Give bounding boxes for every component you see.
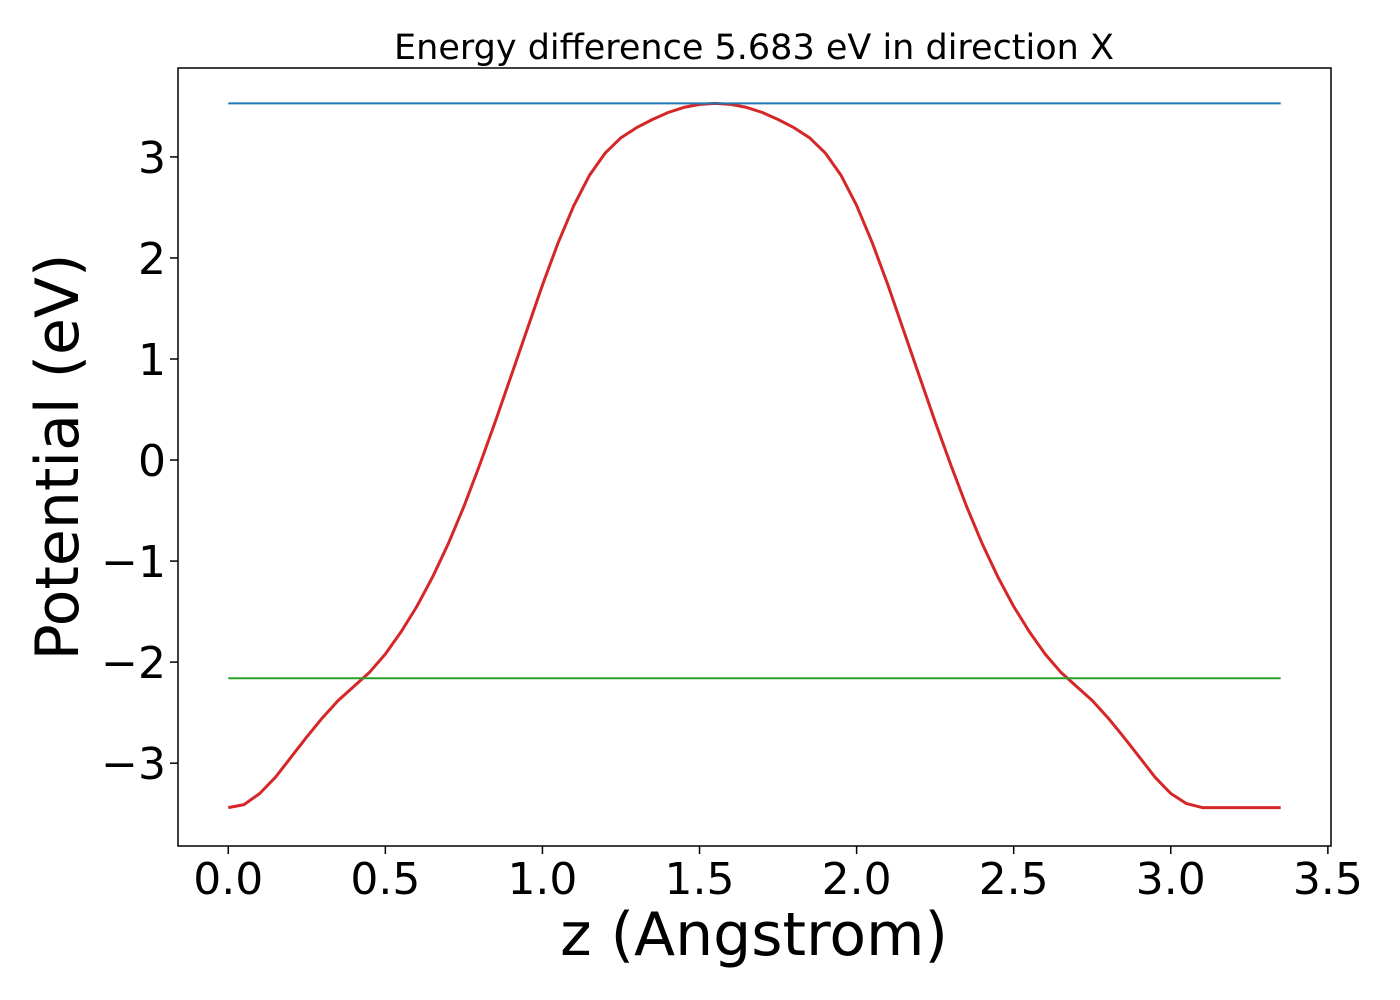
x-tick-label: 1.5 bbox=[665, 854, 735, 905]
chart-title: Energy difference 5.683 eV in direction … bbox=[394, 28, 1114, 68]
y-tick-label: −1 bbox=[101, 537, 166, 588]
y-axis-title: Potential (eV) bbox=[23, 254, 93, 661]
y-tick-label: 1 bbox=[138, 335, 166, 386]
series-line-0 bbox=[228, 101, 1281, 810]
x-tick-label: 0.0 bbox=[193, 854, 263, 905]
x-axis: 0.0 0.5 1.0 1.5 2.0 2.5 3.0 3.5 bbox=[193, 846, 1363, 905]
x-tick-label: 2.0 bbox=[822, 854, 892, 905]
y-tick-label: 3 bbox=[138, 133, 166, 184]
y-tick-label: −2 bbox=[101, 638, 166, 689]
x-tick-label: 3.5 bbox=[1293, 854, 1363, 905]
x-tick-label: 2.5 bbox=[979, 854, 1049, 905]
x-tick-label: 1.0 bbox=[507, 854, 577, 905]
x-tick-label: 3.0 bbox=[1136, 854, 1206, 905]
x-tick-label: 0.5 bbox=[350, 854, 420, 905]
y-tick-label: 2 bbox=[138, 234, 166, 285]
plot-frame bbox=[177, 67, 1332, 847]
y-axis: −3 −2 −1 0 1 2 3 bbox=[101, 133, 178, 790]
y-tick-label: −3 bbox=[101, 739, 166, 790]
y-tick-label: 0 bbox=[138, 436, 166, 487]
x-axis-title: z (Angstrom) bbox=[560, 900, 948, 970]
plot-area bbox=[228, 101, 1281, 810]
